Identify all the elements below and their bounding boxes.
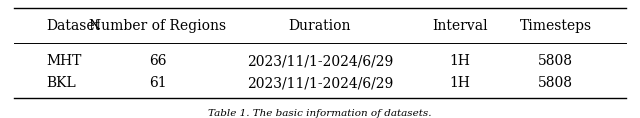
Text: Dataset: Dataset xyxy=(46,19,100,33)
Text: 66: 66 xyxy=(148,54,166,68)
Text: 2023/11/1-2024/6/29: 2023/11/1-2024/6/29 xyxy=(247,76,393,90)
Text: 1H: 1H xyxy=(450,76,470,90)
Text: 1H: 1H xyxy=(450,54,470,68)
Text: Duration: Duration xyxy=(289,19,351,33)
Text: 2023/11/1-2024/6/29: 2023/11/1-2024/6/29 xyxy=(247,54,393,68)
Text: 61: 61 xyxy=(148,76,166,90)
Text: Interval: Interval xyxy=(433,19,488,33)
Text: 5808: 5808 xyxy=(538,76,573,90)
Text: 5808: 5808 xyxy=(538,54,573,68)
Text: Timesteps: Timesteps xyxy=(520,19,592,33)
Text: Table 1. The basic information of datasets.: Table 1. The basic information of datase… xyxy=(208,109,432,118)
Text: BKL: BKL xyxy=(46,76,76,90)
Text: MHT: MHT xyxy=(46,54,81,68)
Text: Number of Regions: Number of Regions xyxy=(89,19,226,33)
